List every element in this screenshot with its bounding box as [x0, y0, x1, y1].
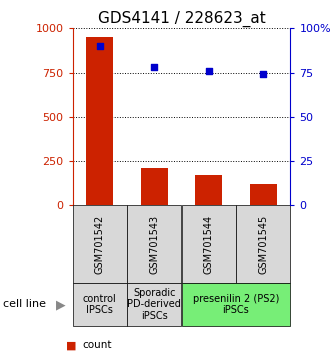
Point: [206, 68, 211, 74]
Text: cell line: cell line: [3, 299, 46, 309]
Bar: [236, 205, 290, 283]
Text: control
IPSCs: control IPSCs: [83, 293, 117, 315]
Bar: [127, 205, 182, 283]
Text: ▶: ▶: [56, 298, 66, 311]
Bar: [249, 184, 277, 205]
Text: GSM701542: GSM701542: [95, 215, 105, 274]
Bar: [127, 283, 182, 326]
Text: GSM701545: GSM701545: [258, 215, 268, 274]
Bar: [73, 283, 127, 326]
Bar: [195, 175, 222, 205]
Text: Sporadic
PD-derived
iPSCs: Sporadic PD-derived iPSCs: [127, 288, 181, 321]
Text: GSM701543: GSM701543: [149, 215, 159, 274]
Bar: [182, 205, 236, 283]
Bar: [141, 168, 168, 205]
Bar: [182, 283, 290, 326]
Bar: [86, 37, 114, 205]
Point: [260, 72, 266, 77]
Text: presenilin 2 (PS2)
iPSCs: presenilin 2 (PS2) iPSCs: [193, 293, 279, 315]
Text: ■: ■: [66, 340, 77, 350]
Bar: [73, 205, 127, 283]
Text: count: count: [82, 340, 112, 350]
Point: [151, 64, 157, 70]
Text: GSM701544: GSM701544: [204, 215, 214, 274]
Title: GDS4141 / 228623_at: GDS4141 / 228623_at: [98, 11, 265, 27]
Point: [97, 43, 102, 49]
